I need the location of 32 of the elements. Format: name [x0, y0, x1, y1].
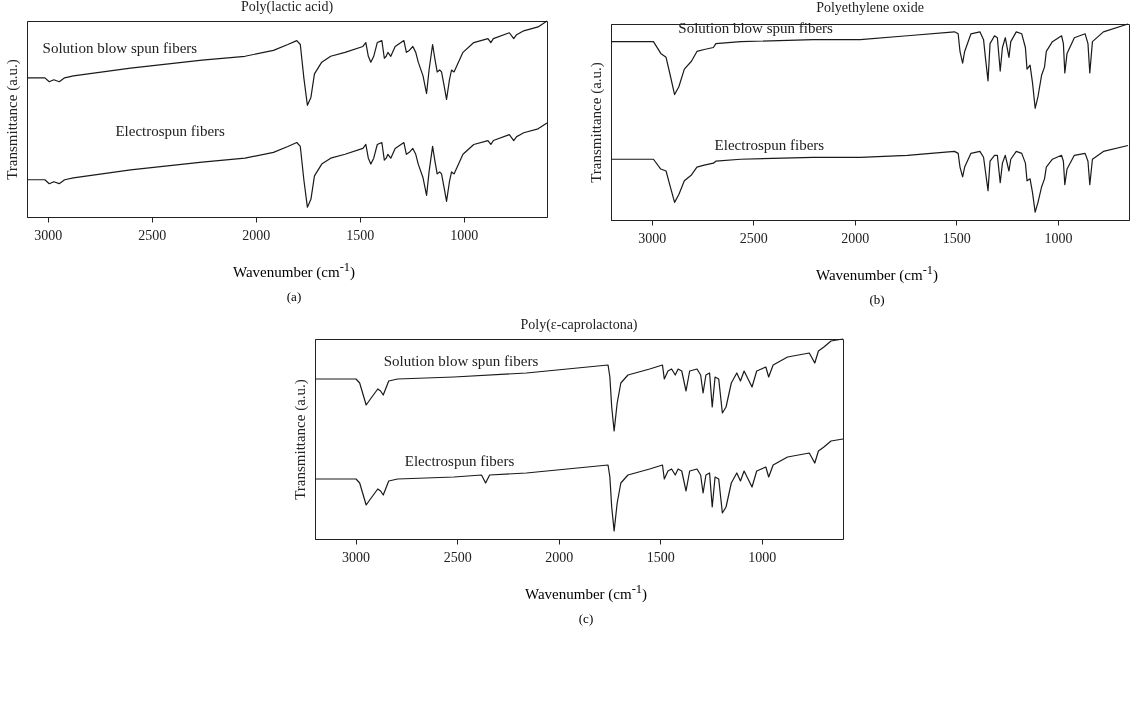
text: (b)	[868, 292, 886, 308]
series-label: Electrospun fibers	[714, 137, 825, 154]
x-tick-label: 2000	[545, 549, 574, 565]
x-tick-label: 3000	[638, 230, 667, 246]
y-axis-title: Transmittance (a.u.)	[291, 379, 309, 500]
x-tick-label: 1500	[346, 227, 375, 243]
y-axis-title: Transmittance (a.u.)	[587, 62, 605, 183]
x-axis-title: Wavenumber (cm$^{-1}$)	[231, 260, 357, 281]
chart-title: Poly(lactic acid)	[240, 0, 334, 16]
x-tick-label: 2500	[443, 549, 472, 565]
x-axis-title: Wavenumber (cm$^{-1}$)	[523, 582, 649, 603]
x-tick-label: 1500	[646, 549, 675, 565]
chart-title: Poly(ε-caprolactona)	[520, 317, 638, 334]
x-tick-label: 1500	[942, 230, 971, 246]
series-label: Electrospun fibers	[404, 453, 515, 469]
x-tick-label: 2000	[841, 230, 870, 246]
x-tick-label: 1000	[450, 227, 479, 243]
x-tick-label: 1000	[748, 549, 777, 565]
x-tick-label: 2500	[739, 230, 768, 246]
series-label: Solution blow spun fibers	[383, 353, 539, 369]
chart-title: Polyethylene oxide	[816, 0, 924, 15]
text: (c)	[577, 611, 595, 627]
series-label: Electrospun fibers	[115, 122, 226, 139]
y-axis-title: Transmittance (a.u.)	[3, 59, 21, 180]
x-tick-label: 2500	[138, 227, 167, 243]
series-label: Solution blow spun fibers	[42, 40, 198, 57]
x-axis-title: Wavenumber (cm$^{-1}$)	[814, 263, 940, 284]
x-tick-label: 3000	[34, 227, 63, 243]
x-tick-label: 3000	[342, 549, 371, 565]
x-tick-label: 1000	[1044, 230, 1073, 246]
text: (a)	[285, 289, 303, 305]
x-tick-label: 2000	[242, 227, 271, 243]
